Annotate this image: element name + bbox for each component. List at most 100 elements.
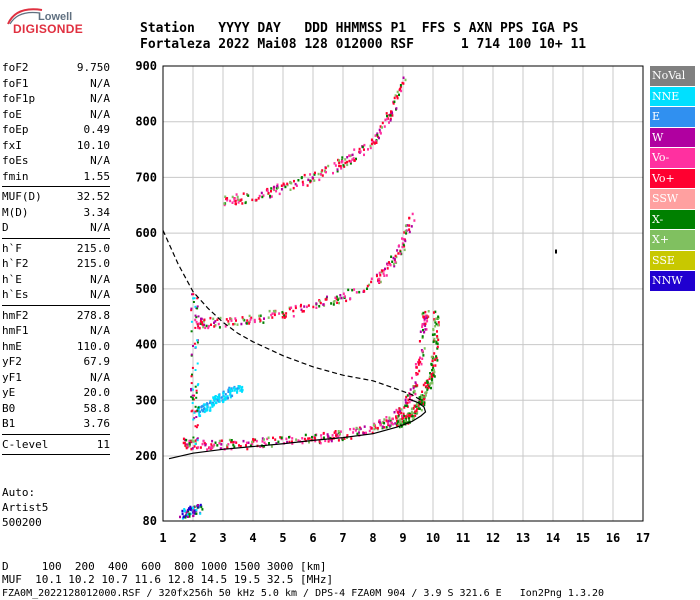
echo-point bbox=[231, 389, 234, 392]
parameter-panel: foF2 9.750 foF1 N/A foF1p N/A foE N/A foEp 0.49 fx… bbox=[2, 60, 110, 457]
echo-point bbox=[434, 340, 437, 343]
echo-point bbox=[332, 300, 335, 304]
echo-point bbox=[199, 319, 202, 323]
echo-point bbox=[355, 291, 358, 294]
echo-point bbox=[193, 417, 196, 420]
echo-point bbox=[413, 219, 416, 222]
echo-point bbox=[294, 304, 297, 308]
echo-point bbox=[427, 310, 430, 313]
legend-item: NNW bbox=[650, 271, 695, 291]
echo-point bbox=[185, 511, 188, 515]
echo-point bbox=[209, 400, 212, 403]
echo-point bbox=[208, 446, 211, 450]
auto-label: Auto: bbox=[2, 486, 36, 499]
echo-point bbox=[341, 160, 344, 163]
echo-point bbox=[251, 198, 254, 202]
echo-point bbox=[363, 148, 365, 151]
echo-point bbox=[334, 430, 337, 433]
echo-point bbox=[266, 187, 269, 191]
echo-point bbox=[383, 125, 386, 128]
echo-point bbox=[431, 368, 434, 372]
echo-point bbox=[413, 389, 416, 393]
echo-point bbox=[338, 164, 341, 168]
echo-point bbox=[386, 267, 389, 270]
echo-point bbox=[407, 414, 410, 417]
param-label: D bbox=[2, 221, 9, 234]
echo-point bbox=[405, 229, 408, 232]
echo-point bbox=[383, 269, 386, 272]
param-value: N/A bbox=[90, 272, 110, 286]
echo-point bbox=[378, 271, 381, 275]
echo-point bbox=[414, 363, 417, 366]
echo-point bbox=[309, 179, 312, 182]
echo-point bbox=[193, 445, 196, 448]
echo-point bbox=[336, 168, 339, 171]
echo-point bbox=[337, 298, 339, 301]
echo-point bbox=[346, 163, 349, 167]
echo-point bbox=[420, 362, 423, 366]
echo-point bbox=[206, 405, 209, 408]
echo-point bbox=[419, 394, 422, 397]
echo-point bbox=[405, 232, 408, 235]
echo-point bbox=[437, 338, 440, 342]
echo-point bbox=[209, 316, 212, 320]
echo-point bbox=[214, 324, 217, 327]
echo-point bbox=[227, 390, 230, 393]
echo-point bbox=[244, 201, 247, 205]
echo-point bbox=[400, 89, 403, 93]
param-label: h`E bbox=[2, 272, 22, 286]
echo-point bbox=[382, 425, 384, 429]
echo-point bbox=[391, 111, 394, 115]
echo-point bbox=[389, 114, 392, 117]
echo-point bbox=[190, 382, 193, 385]
echo-point bbox=[263, 317, 265, 320]
param-row: D N/A bbox=[2, 220, 110, 236]
echo-point bbox=[201, 442, 204, 446]
echo-point bbox=[402, 416, 405, 420]
echo-point bbox=[321, 174, 324, 177]
echo-point bbox=[238, 444, 240, 447]
echo-point bbox=[424, 314, 427, 318]
echo-point bbox=[415, 373, 418, 376]
echo-point bbox=[196, 341, 199, 344]
echo-point bbox=[333, 162, 336, 165]
echo-point bbox=[214, 398, 217, 401]
echo-point bbox=[385, 112, 388, 115]
echo-point bbox=[199, 512, 202, 515]
echo-point bbox=[202, 325, 205, 329]
echo-point bbox=[374, 134, 377, 137]
echo-point bbox=[332, 171, 334, 175]
echo-point bbox=[238, 385, 241, 388]
echo-point bbox=[233, 440, 236, 444]
echo-point bbox=[199, 322, 202, 325]
param-row: foEp 0.49 bbox=[2, 122, 110, 138]
echo-point bbox=[198, 413, 201, 416]
echo-point bbox=[186, 445, 189, 449]
echo-point bbox=[201, 405, 203, 408]
echo-point bbox=[187, 508, 190, 512]
echo-point bbox=[341, 438, 344, 442]
echo-point bbox=[352, 427, 355, 431]
echo-point bbox=[240, 322, 243, 326]
echo-point bbox=[398, 409, 401, 413]
param-value: N/A bbox=[90, 221, 110, 234]
echo-point bbox=[229, 388, 231, 391]
echo-point bbox=[212, 317, 215, 321]
param-label: foEp bbox=[2, 123, 29, 136]
echo-point bbox=[349, 297, 351, 301]
echo-point bbox=[315, 302, 318, 305]
echo-point bbox=[392, 100, 395, 104]
echo-point bbox=[305, 305, 308, 309]
param-value: 3.76 bbox=[83, 417, 111, 430]
echo-point bbox=[301, 437, 304, 440]
echo-point bbox=[206, 448, 209, 451]
echo-point bbox=[255, 439, 258, 443]
param-value: 1.55 bbox=[83, 169, 111, 183]
echo-point bbox=[319, 173, 322, 176]
echo-point bbox=[241, 388, 244, 392]
echo-point bbox=[190, 320, 193, 323]
echo-point bbox=[404, 419, 407, 422]
echo-point bbox=[429, 372, 432, 375]
echo-point bbox=[399, 252, 402, 255]
echo-point bbox=[436, 359, 439, 362]
